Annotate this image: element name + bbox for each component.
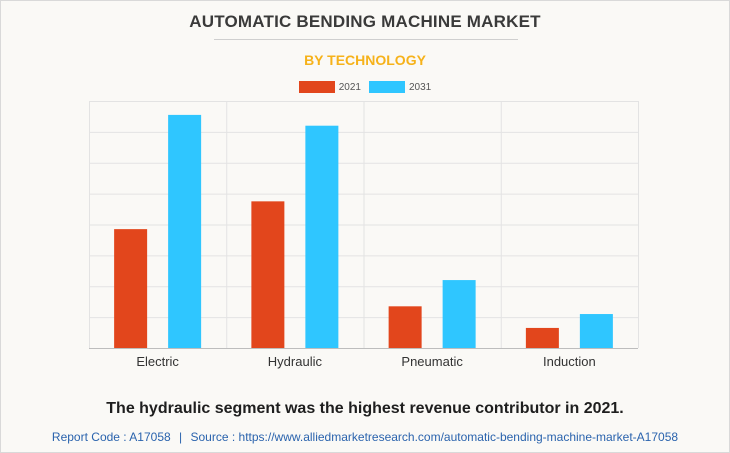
x-tick-label-pneumatic: Pneumatic: [401, 354, 463, 369]
legend-swatch-2031: [369, 81, 405, 93]
bar-2031-hydraulic: [305, 125, 339, 348]
bar-2031-pneumatic: [442, 280, 476, 348]
bar-2031-electric: [168, 114, 202, 348]
chart-footer: Report Code : A17058 | Source : https://…: [1, 430, 729, 444]
legend-swatch-2021: [298, 81, 335, 93]
chart-title: AUTOMATIC BENDING MACHINE MARKET: [189, 12, 541, 31]
legend-label-2031: 2031: [409, 81, 432, 93]
bar-2021-induction: [525, 327, 559, 348]
legend-item-2031[interactable]: 2031: [369, 81, 431, 93]
chart-caption: The hydraulic segment was the highest re…: [106, 400, 624, 417]
legend-label-2021: 2021: [338, 81, 361, 93]
source-link[interactable]: Source : https://www.alliedmarketresearc…: [190, 430, 679, 444]
bar-2031-induction: [579, 314, 613, 348]
bar-2021-pneumatic: [388, 306, 422, 348]
bar-2021-electric: [114, 229, 148, 348]
x-tick-label-hydraulic: Hydraulic: [268, 354, 323, 369]
x-tick-label-induction: Induction: [543, 354, 596, 369]
report-code: Report Code : A17058: [51, 430, 171, 444]
legend-item-2021[interactable]: 2021: [298, 81, 361, 93]
footer-separator: |: [179, 430, 183, 444]
title-divider: [214, 39, 518, 40]
chart-subtitle: BY TECHNOLOGY: [304, 52, 426, 68]
bar-2021-hydraulic: [251, 201, 285, 348]
x-tick-label-electric: Electric: [136, 354, 179, 369]
chart-legend: 2021 2031: [1, 80, 729, 94]
